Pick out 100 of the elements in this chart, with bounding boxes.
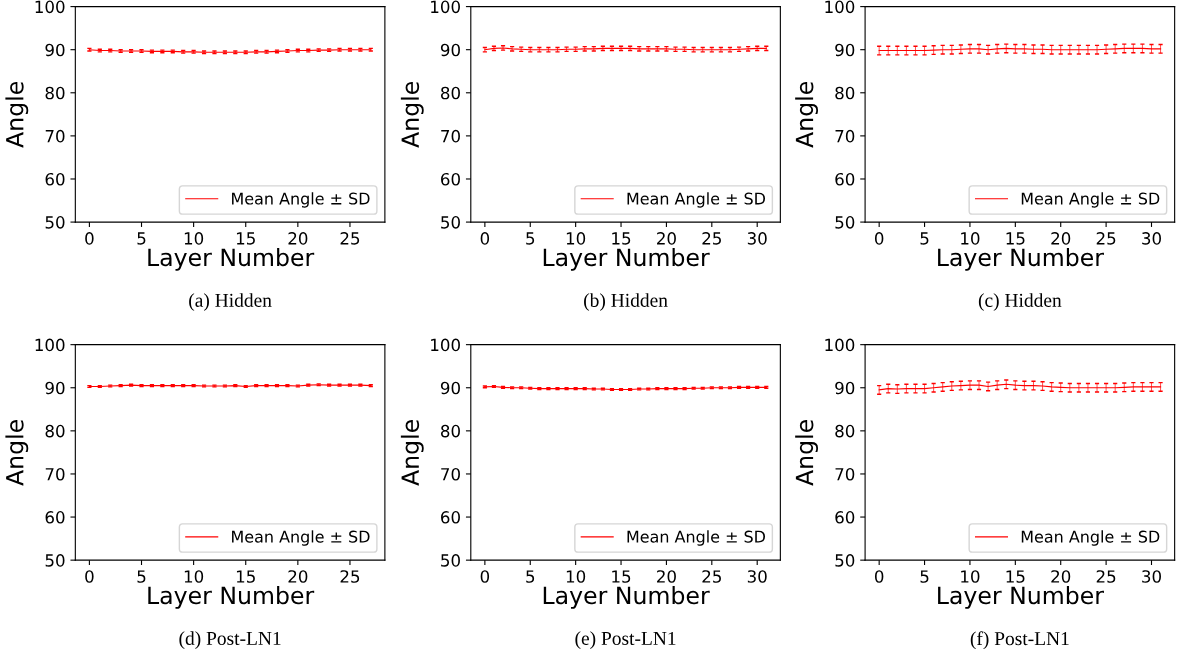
x-axis-title: Layer Number	[938, 586, 1104, 609]
y-axis-title: Angle	[5, 420, 29, 486]
y-tick-label: 70	[441, 129, 460, 143]
x-tick-label: 5	[526, 232, 535, 245]
x-tick-label: 10	[184, 232, 204, 245]
y-tick-label: 60	[441, 511, 460, 524]
x-tick-label: 20	[657, 232, 676, 245]
y-tick-label: 60	[835, 511, 855, 524]
x-tick-label: 30	[747, 232, 767, 245]
x-tick-label: 0	[480, 232, 490, 245]
y-axis-title: Angle	[795, 82, 818, 148]
y-tick-label: 100	[35, 338, 65, 352]
x-tick-label: 5	[137, 570, 146, 583]
y-tick-label: 90	[835, 43, 855, 57]
y-tick-label: 90	[835, 381, 855, 395]
text: (d) Post-LN1	[179, 631, 281, 649]
x-tick-label: 5	[920, 570, 929, 583]
y-axis-title: Angle	[795, 420, 818, 486]
x-tick-label: 30	[747, 570, 767, 583]
y-tick-label: 50	[835, 216, 855, 229]
y-tick-label: 70	[441, 467, 460, 481]
y-tick-label: 70	[45, 129, 65, 143]
x-tick-label: 30	[1142, 232, 1161, 245]
x-axis-title: Layer Number	[543, 247, 710, 271]
x-tick-label: 15	[612, 570, 631, 583]
x-axis-title: Layer Number	[148, 586, 315, 609]
x-tick-label: 25	[1096, 570, 1116, 583]
x-tick-label: 10	[961, 570, 980, 583]
x-axis-title: Layer Number	[543, 586, 710, 609]
x-tick-label: 20	[1051, 232, 1071, 245]
x-tick-label: 10	[961, 232, 980, 245]
x-axis-title: Layer Number	[148, 247, 315, 271]
x-tick-label: 0	[480, 570, 490, 583]
y-tick-label: 50	[441, 216, 460, 229]
text: (f) Post-LN1	[970, 631, 1069, 650]
y-tick-label: 60	[45, 511, 65, 524]
x-tick-label: 20	[288, 232, 308, 245]
legend-label: Mean Angle ± SD	[232, 530, 370, 546]
y-tick-label: 90	[45, 381, 65, 395]
y-tick-label: 90	[440, 43, 460, 57]
x-tick-label: 25	[702, 232, 721, 245]
x-tick-label: 0	[85, 570, 94, 583]
legend-label: Mean Angle ± SD	[232, 192, 370, 208]
x-tick-label: 25	[340, 570, 360, 583]
x-tick-label: 5	[526, 570, 535, 583]
x-axis-title: Layer Number	[938, 247, 1104, 271]
y-axis-title: Angle	[5, 82, 29, 148]
text: (e) Post-LN1	[575, 631, 676, 649]
y-tick-label: 100	[431, 0, 460, 14]
y-tick-label: 100	[825, 0, 855, 14]
y-tick-label: 60	[45, 172, 65, 186]
y-tick-label: 100	[35, 0, 65, 14]
y-tick-label: 90	[440, 381, 460, 395]
y-tick-label: 80	[835, 424, 855, 438]
legend-label: Mean Angle ± SD	[627, 192, 766, 208]
y-tick-label: 50	[45, 216, 65, 229]
x-tick-label: 20	[657, 570, 676, 583]
x-tick-label: 15	[1006, 232, 1025, 245]
text: (a) Hidden	[189, 293, 272, 311]
x-tick-label: 25	[702, 570, 721, 583]
y-tick-label: 70	[835, 467, 855, 481]
x-tick-label: 25	[340, 232, 360, 245]
y-tick-label: 50	[45, 554, 65, 567]
y-tick-label: 80	[441, 86, 460, 100]
y-tick-label: 50	[835, 554, 855, 567]
x-tick-label: 0	[85, 232, 94, 245]
text: (c) Hidden	[978, 293, 1062, 311]
y-tick-label: 80	[835, 86, 855, 100]
y-tick-label: 100	[825, 338, 855, 352]
x-tick-label: 20	[1051, 570, 1071, 583]
x-tick-label: 0	[874, 232, 884, 245]
y-axis-title: Angle	[400, 420, 424, 486]
y-tick-label: 80	[45, 86, 65, 100]
x-tick-label: 15	[612, 232, 631, 245]
y-tick-label: 70	[835, 129, 855, 143]
x-tick-label: 15	[1006, 570, 1025, 583]
text: (b) Hidden	[584, 293, 668, 311]
y-tick-label: 80	[441, 424, 460, 438]
legend-label: Mean Angle ± SD	[1021, 530, 1160, 546]
x-tick-label: 20	[288, 570, 308, 583]
x-tick-label: 10	[184, 570, 204, 583]
legend-label: Mean Angle ± SD	[1021, 192, 1160, 208]
legend-label: Mean Angle ± SD	[627, 530, 766, 546]
y-tick-label: 60	[835, 172, 855, 186]
y-tick-label: 60	[441, 172, 460, 186]
y-axis-title: Angle	[400, 82, 424, 148]
x-tick-label: 30	[1142, 570, 1161, 583]
y-tick-label: 100	[431, 338, 460, 352]
x-tick-label: 25	[1096, 232, 1116, 245]
y-tick-label: 90	[45, 43, 65, 57]
x-tick-label: 15	[236, 232, 255, 245]
x-tick-label: 10	[566, 232, 586, 245]
x-tick-label: 0	[874, 570, 884, 583]
x-tick-label: 5	[920, 232, 929, 245]
y-tick-label: 70	[45, 467, 65, 481]
y-tick-label: 80	[45, 424, 65, 438]
y-tick-label: 50	[441, 554, 460, 567]
x-tick-label: 5	[137, 232, 146, 245]
x-tick-label: 10	[566, 570, 586, 583]
x-tick-label: 15	[236, 570, 255, 583]
